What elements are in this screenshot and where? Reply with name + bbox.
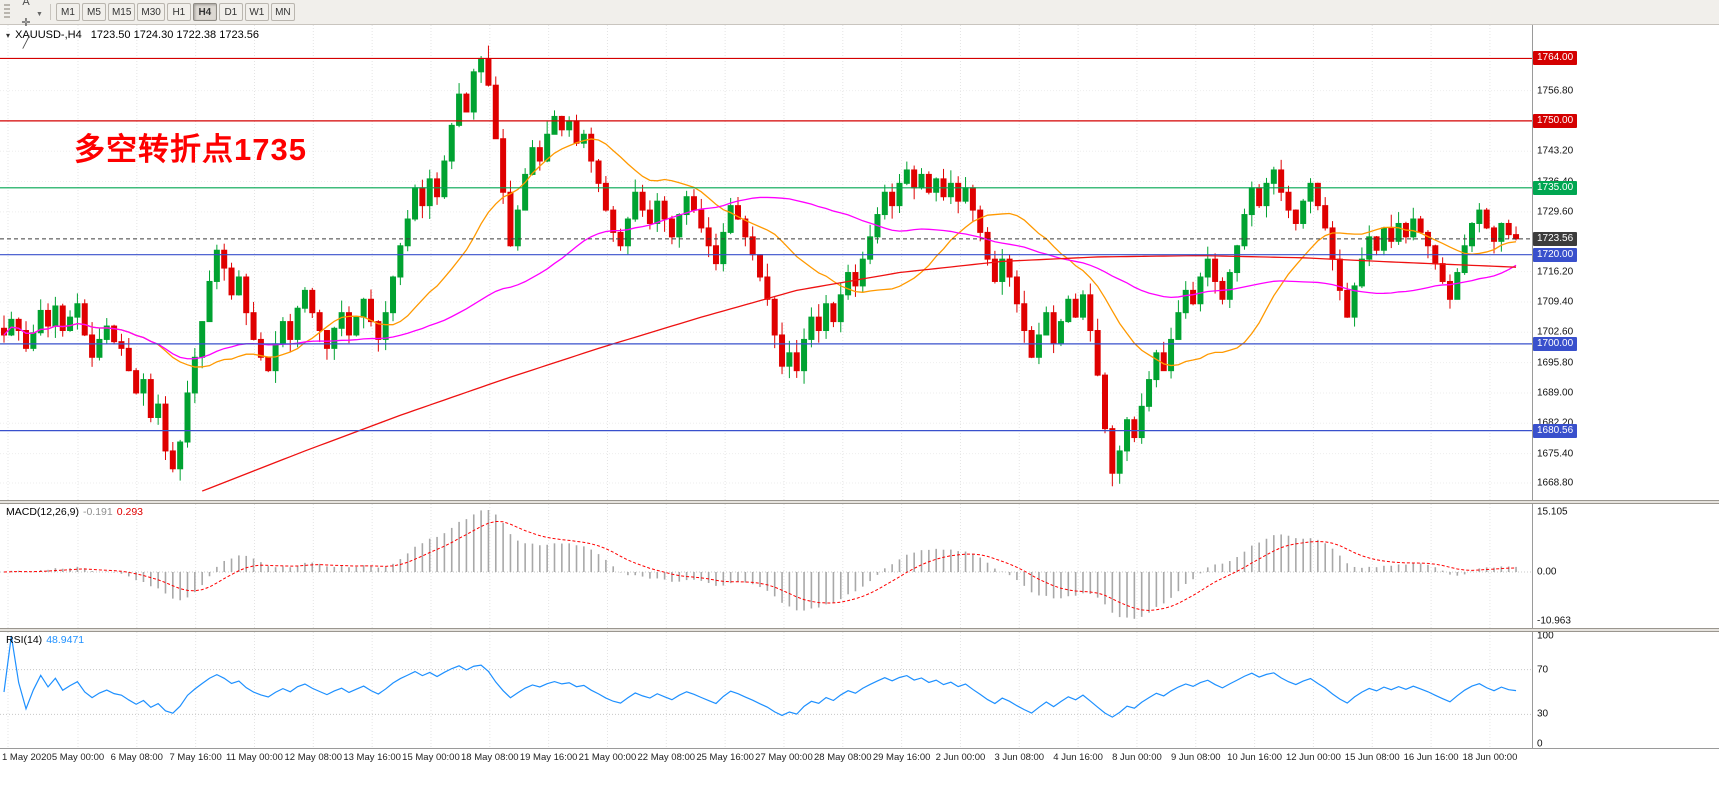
chart-annotation-text: 多空转折点1735 (74, 132, 307, 167)
timeframe-button-m1[interactable]: M1 (55, 3, 80, 21)
timeframe-buttons-group: M1 M5 M15 M30 H1 H4 D1 W1 MN (55, 3, 297, 21)
timeframe-button-d1[interactable]: D1 (218, 3, 243, 21)
macd-title-text: MACD(12,26,9) (6, 506, 79, 518)
timeframe-button-w1[interactable]: W1 (244, 3, 269, 21)
macd-indicator-label: MACD(12,26,9) -0.191 0.293 (6, 506, 143, 518)
toolbar-separator (49, 4, 51, 20)
chevron-down-icon[interactable]: ▾ (6, 31, 11, 40)
ohlc-values: 1723.50 1724.30 1722.38 1723.56 (90, 29, 259, 41)
toolbar-icons-group: ▤A✛╱ (14, 0, 38, 52)
toolbar-grip[interactable] (4, 4, 10, 20)
panel-divider[interactable] (0, 628, 1719, 632)
timeframe-button-h4[interactable]: H4 (192, 3, 217, 21)
macd-signal-value: 0.293 (116, 506, 144, 518)
line-studies-icon[interactable]: ╱ (22, 36, 30, 49)
panel-divider[interactable] (0, 500, 1719, 504)
timeframe-button-h1[interactable]: H1 (166, 3, 191, 21)
symbol-name: XAUUSD-,H4 (15, 29, 82, 41)
timeframe-button-mn[interactable]: MN (270, 3, 295, 21)
macd-main-value: -0.191 (82, 506, 113, 518)
cursor-text-icon[interactable]: A (22, 0, 30, 8)
symbol-ohlc-label: ▾ XAUUSD-,H4 1723.50 1724.30 1722.38 172… (6, 29, 259, 41)
timeframe-button-m30[interactable]: M30 (137, 3, 165, 21)
chevron-down-icon[interactable]: ▼ (36, 10, 43, 18)
rsi-indicator-label: RSI(14) 48.9471 (6, 634, 84, 646)
crosshair-icon[interactable]: ✛ (21, 16, 31, 29)
timeframe-button-m5[interactable]: M5 (81, 3, 106, 21)
timeframe-button-m15[interactable]: M15 (107, 3, 136, 21)
rsi-title-text: RSI(14) (6, 634, 43, 646)
rsi-value: 48.9471 (46, 634, 85, 646)
